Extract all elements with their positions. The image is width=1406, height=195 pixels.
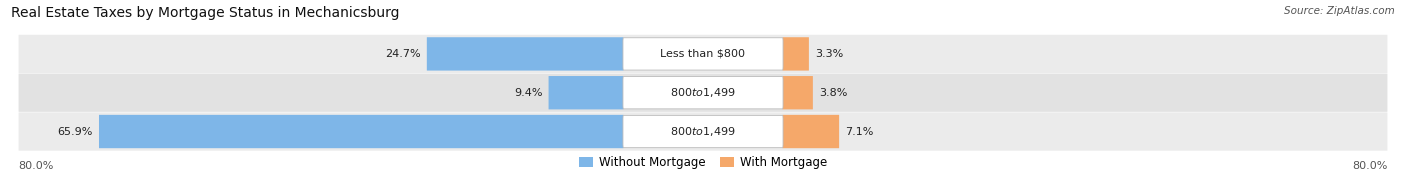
FancyBboxPatch shape	[427, 37, 623, 71]
FancyBboxPatch shape	[623, 77, 783, 109]
FancyBboxPatch shape	[783, 76, 813, 109]
Text: 3.3%: 3.3%	[815, 49, 844, 59]
FancyBboxPatch shape	[18, 74, 1388, 112]
Text: Source: ZipAtlas.com: Source: ZipAtlas.com	[1284, 6, 1395, 16]
Text: Less than $800: Less than $800	[661, 49, 745, 59]
FancyBboxPatch shape	[18, 112, 1388, 151]
FancyBboxPatch shape	[548, 76, 623, 109]
FancyBboxPatch shape	[18, 35, 1388, 73]
Text: Real Estate Taxes by Mortgage Status in Mechanicsburg: Real Estate Taxes by Mortgage Status in …	[11, 6, 399, 20]
Text: 9.4%: 9.4%	[513, 88, 543, 98]
Text: 3.8%: 3.8%	[820, 88, 848, 98]
Text: $800 to $1,499: $800 to $1,499	[671, 125, 735, 138]
Legend: Without Mortgage, With Mortgage: Without Mortgage, With Mortgage	[574, 151, 832, 174]
Text: $800 to $1,499: $800 to $1,499	[671, 86, 735, 99]
Text: 80.0%: 80.0%	[18, 161, 53, 171]
Text: 65.9%: 65.9%	[58, 127, 93, 136]
Text: 80.0%: 80.0%	[1353, 161, 1388, 171]
Text: 7.1%: 7.1%	[845, 127, 873, 136]
FancyBboxPatch shape	[623, 115, 783, 148]
FancyBboxPatch shape	[623, 38, 783, 70]
FancyBboxPatch shape	[783, 115, 839, 148]
Text: 24.7%: 24.7%	[385, 49, 420, 59]
FancyBboxPatch shape	[783, 37, 808, 71]
FancyBboxPatch shape	[98, 115, 623, 148]
